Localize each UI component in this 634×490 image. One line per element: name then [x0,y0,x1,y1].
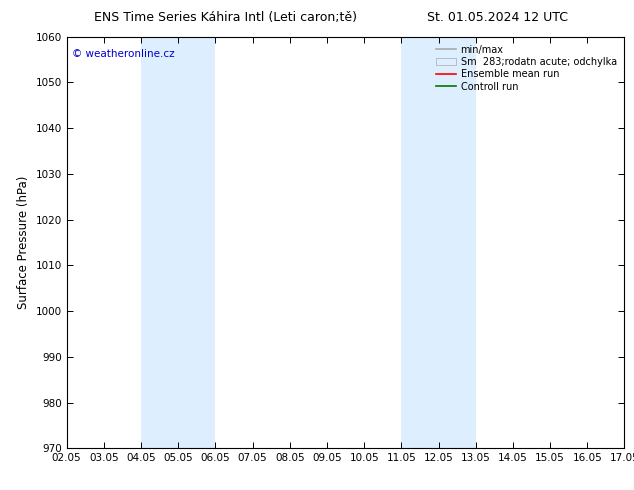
Text: St. 01.05.2024 12 UTC: St. 01.05.2024 12 UTC [427,11,568,24]
Bar [141,37,216,448]
Bar [401,37,476,448]
Text: ENS Time Series Káhira Intl (Leti caron;tě): ENS Time Series Káhira Intl (Leti caron;… [94,11,356,24]
Text: © weatheronline.cz: © weatheronline.cz [72,49,175,59]
Legend: min/max, Sm  283;rodatn acute; odchylka, Ensemble mean run, Controll run: min/max, Sm 283;rodatn acute; odchylka, … [434,42,619,95]
Y-axis label: Surface Pressure (hPa): Surface Pressure (hPa) [17,176,30,309]
